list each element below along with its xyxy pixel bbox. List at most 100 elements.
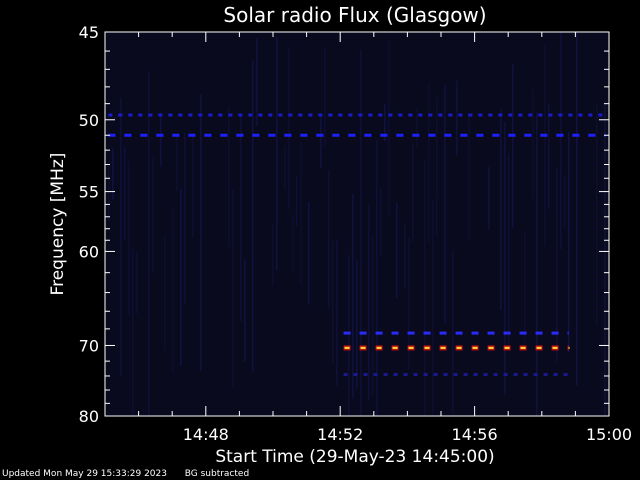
band-mark (383, 373, 388, 377)
noise-stripe (368, 204, 370, 401)
band-mark (572, 133, 580, 137)
y-tick-label: 55 (79, 183, 99, 202)
noise-stripe (376, 139, 378, 417)
band-mark (439, 331, 447, 335)
band-mark-core (376, 346, 382, 349)
noise-stripe (232, 190, 234, 387)
band-mark (453, 373, 458, 377)
band-mark (558, 113, 563, 117)
band-mark (443, 373, 448, 377)
noise-stripe (300, 142, 302, 286)
noise-stripe (512, 64, 514, 228)
x-axis-title: Start Time (29-May-23 14:45:00) (215, 447, 494, 467)
background-note: BG subtracted (184, 469, 250, 479)
noise-stripe (500, 109, 502, 310)
band-mark (108, 113, 113, 117)
band-mark (535, 331, 543, 335)
noise-stripe (292, 214, 294, 272)
band-mark (428, 113, 433, 117)
noise-stripe (352, 193, 354, 399)
noise-stripe (276, 36, 278, 271)
band-mark (567, 345, 569, 351)
band-mark (396, 133, 404, 137)
band-mark (308, 113, 313, 117)
band-mark (508, 113, 513, 117)
band-mark (563, 373, 568, 377)
noise-stripe (132, 248, 134, 416)
band-mark (156, 133, 164, 137)
noise-stripe (412, 143, 414, 242)
band-mark-core (568, 346, 570, 349)
band-mark-core (472, 346, 478, 349)
band-mark (380, 133, 388, 137)
band-mark (487, 331, 495, 335)
band-mark (473, 373, 478, 377)
band-mark (300, 133, 308, 137)
noise-stripe (560, 32, 562, 250)
noise-stripe (452, 249, 454, 414)
band-mark (218, 113, 223, 117)
band-mark-core (360, 346, 366, 349)
band-mark (378, 113, 383, 117)
band-mark (423, 373, 428, 377)
band-mark (343, 373, 348, 377)
noise-stripe (356, 260, 358, 390)
noise-stripe (240, 114, 242, 322)
band-mark-core (456, 346, 462, 349)
noise-stripe (256, 37, 258, 127)
band-mark (278, 113, 283, 117)
band-mark (353, 373, 358, 377)
noise-stripe (360, 49, 362, 417)
band-mark-core (520, 346, 526, 349)
updated-timestamp: Updated Mon May 29 15:33:29 2023 (2, 469, 167, 479)
band-mark (343, 331, 351, 335)
noise-stripe (172, 206, 174, 374)
band-mark (476, 133, 484, 137)
band-mark (488, 113, 493, 117)
noise-stripe (244, 260, 246, 362)
band-mark (298, 113, 303, 117)
band-mark (338, 113, 343, 117)
band-mark (358, 113, 363, 117)
spectrogram-noise (108, 32, 606, 417)
noise-stripe (532, 89, 534, 199)
noise-stripe (372, 235, 374, 396)
noise-stripe (564, 174, 566, 229)
band-mark (258, 113, 263, 117)
band-mark (468, 113, 473, 117)
band-mark (478, 113, 483, 117)
band-mark (316, 133, 324, 137)
band-mark (540, 133, 548, 137)
band-mark (556, 133, 564, 137)
band-mark (359, 331, 367, 335)
noise-stripe (160, 112, 162, 167)
band-mark (533, 373, 538, 377)
band-mark (519, 331, 527, 335)
band-mark (428, 133, 436, 137)
band-mark (128, 113, 133, 117)
band-mark (448, 113, 453, 117)
band-mark (413, 373, 418, 377)
noise-stripe (416, 108, 418, 147)
band-mark-core (504, 346, 510, 349)
band-mark-core (344, 346, 350, 349)
noise-stripe (112, 148, 114, 200)
noise-stripe (568, 131, 570, 353)
noise-stripe (548, 103, 550, 210)
noise-stripe (556, 167, 558, 362)
noise-stripe (324, 47, 326, 147)
band-mark (124, 133, 132, 137)
band-mark (108, 133, 116, 137)
noise-stripe (456, 80, 458, 156)
band-mark (588, 133, 596, 137)
band-mark (188, 133, 196, 137)
band-mark (391, 331, 399, 335)
band-mark (433, 373, 438, 377)
band-mark (553, 373, 558, 377)
band-mark (498, 113, 503, 117)
noise-stripe (396, 202, 398, 298)
band-mark (493, 373, 498, 377)
band-mark (455, 331, 463, 335)
y-tick-label: 50 (79, 111, 99, 130)
footer: Updated Mon May 29 15:33:29 2023 BG subt… (2, 469, 249, 479)
